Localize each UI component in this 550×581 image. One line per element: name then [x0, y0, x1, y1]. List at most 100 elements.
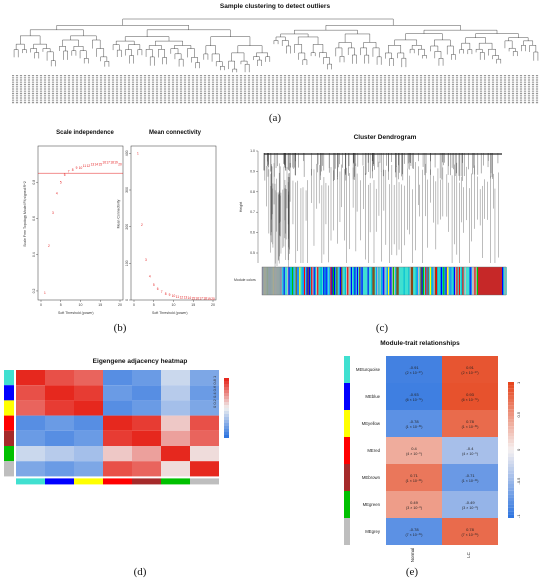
module-row-label: MEgrey [365, 529, 381, 534]
heatmap-cell [103, 430, 132, 446]
color-scale-step [508, 412, 514, 416]
heatmap-cell [74, 415, 103, 431]
module-color [386, 267, 388, 295]
dendrogram-branch [388, 45, 401, 53]
trait-cell [442, 410, 498, 437]
color-scale-tick: -1 [516, 514, 521, 518]
module-swatch-col [161, 478, 190, 485]
color-scale-step [224, 381, 229, 384]
color-scale-step [508, 419, 514, 423]
dendrogram-branch [376, 56, 382, 65]
color-scale-step [508, 456, 514, 461]
p-value: (1 × 10⁻²¹) [462, 479, 479, 483]
module-swatch [344, 464, 350, 491]
module-color [288, 267, 290, 295]
dendrogram-branch [158, 49, 165, 58]
panel-b-label: (b) [113, 322, 127, 334]
heatmap-cell [16, 415, 45, 431]
color-scale-step [508, 463, 514, 467]
p-value: (2 × 10⁻⁶⁷) [405, 371, 422, 375]
dendrogram-branch [83, 58, 89, 64]
module-color [364, 267, 366, 295]
color-scale-step [224, 417, 229, 420]
module-color [426, 267, 428, 295]
module-color [391, 267, 393, 295]
dendrogram-branch [205, 45, 216, 54]
module-swatch-col [132, 478, 161, 485]
dendrogram-branch [411, 45, 422, 50]
data-point: 15 [98, 162, 102, 166]
heatmap-cell [132, 415, 161, 431]
p-value: (2 × 10⁻⁶⁷) [461, 371, 478, 375]
x-tick-label: 10 [172, 303, 176, 307]
dendrogram-branch [363, 42, 377, 48]
p-value: (1 × 10⁻³¹) [406, 425, 423, 429]
correlation-value: -0.78 [409, 527, 419, 532]
x-tick-label: 0 [40, 303, 42, 307]
y-tick-label: 0.4 [32, 252, 36, 257]
module-color [410, 267, 412, 295]
dendrogram-branch [372, 47, 380, 57]
module-color [289, 267, 291, 295]
dendrogram-branch [310, 52, 316, 57]
module-color [427, 267, 429, 295]
dendrogram-branch [302, 59, 308, 65]
module-color [342, 267, 344, 295]
dendrogram-branch [29, 29, 84, 36]
module-color [325, 267, 327, 295]
module-color [468, 267, 470, 295]
module-color [262, 267, 282, 295]
data-point: 8 [72, 168, 74, 172]
module-color [503, 267, 505, 295]
module-color [461, 267, 463, 295]
module-color [475, 267, 477, 295]
color-scale-tick: 1 [516, 381, 521, 384]
color-scale-step [508, 429, 514, 433]
module-color [463, 267, 465, 295]
module-color [402, 267, 404, 295]
dendrogram-branch [423, 29, 498, 34]
dendrogram-branch [257, 59, 262, 66]
heatmap-cell [190, 446, 219, 462]
data-point: 8 [165, 292, 167, 296]
dendrogram-branch [170, 48, 179, 54]
trait-cell [386, 437, 442, 464]
module-color [320, 267, 322, 295]
data-point: 14 [95, 162, 99, 166]
module-color [370, 267, 372, 295]
module-row-label: MEgreen [363, 502, 381, 507]
heatmap-cell [45, 370, 74, 386]
color-scale-step [508, 497, 514, 501]
module-color [442, 267, 444, 295]
dendrogram-branch [124, 36, 170, 42]
module-color [304, 267, 306, 295]
heatmap-cell [103, 446, 132, 462]
module-swatch-col [45, 478, 74, 485]
dendrogram-branch [128, 44, 141, 50]
module-color [313, 267, 315, 295]
data-point: 13 [184, 296, 188, 300]
sample-dendrogram [12, 18, 539, 104]
module-swatch [344, 410, 350, 437]
color-scale-tick: 0.5 [516, 411, 521, 417]
module-color [329, 267, 331, 295]
module-color [432, 267, 434, 295]
dendrogram-branch [59, 46, 66, 51]
module-swatch-col [190, 478, 219, 485]
color-scale-step [508, 439, 514, 444]
color-scale-step [508, 494, 514, 498]
dendrogram-branch [465, 37, 486, 44]
dendrogram-branch [461, 42, 471, 50]
module-color [377, 267, 379, 295]
heatmap-cell [103, 461, 132, 477]
data-point: 10 [79, 166, 83, 170]
module-color [448, 267, 450, 295]
color-scale-step [224, 408, 229, 411]
module-swatch-col [16, 478, 45, 485]
module-color [505, 267, 507, 295]
module-color [374, 267, 376, 295]
dendrogram-branch [253, 56, 260, 61]
correlation-value: -0.93 [409, 392, 419, 397]
module-color [301, 267, 303, 295]
module-color [425, 267, 427, 295]
